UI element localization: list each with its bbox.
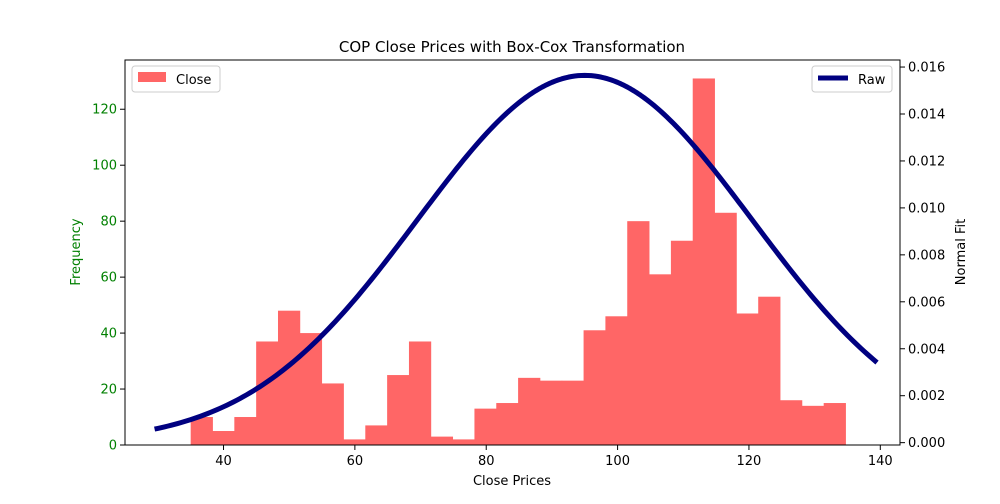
histogram-bar [670,240,694,445]
y2-tick-label: 0.002 [908,389,945,404]
histogram-bar [430,436,454,445]
histogram-bar [692,78,715,445]
histogram-bar [234,417,257,445]
y-tick-label: 20 [100,383,117,398]
histogram-bar [780,400,803,445]
histogram-bar [518,377,541,445]
legend-close: Close [131,65,221,93]
legend-close-label: Close [176,73,211,88]
histogram-bar [736,313,759,445]
y-tick-label: 100 [92,159,117,174]
legend-raw: Raw [811,65,893,93]
y2-tick-label: 0.004 [908,342,945,357]
histogram-bar [256,341,279,445]
x-tick-label: 120 [737,454,762,469]
y-tick-label: 80 [100,215,117,230]
histogram-bar [539,380,563,445]
histogram-bar [365,425,388,445]
x-tick-label: 40 [215,454,232,469]
histogram-bar [212,431,235,445]
y2-tick-label: 0.016 [908,61,945,76]
y2-tick-label: 0.000 [908,436,945,451]
legend-raw-label: Raw [858,73,886,88]
x-tick-label: 140 [868,454,893,469]
y2-tick-label: 0.008 [908,248,945,263]
x-tick-label: 100 [605,454,630,469]
histogram-bar [277,310,301,445]
histogram-bar [474,408,497,445]
legend-close-swatch [138,72,166,82]
histogram-bar [321,383,344,445]
legend-raw-box [811,65,893,93]
histogram-bar [649,274,672,445]
y2-tick-label: 0.006 [908,295,945,310]
histogram-bar [299,333,323,445]
x-axis-label: Close Prices [473,474,551,489]
histogram-bar [190,417,213,445]
histogram-bar [627,221,650,445]
y-axis-label: Frequency [69,218,84,285]
histogram-bar [823,403,846,445]
histogram-bar [605,316,628,445]
histogram-bar [758,296,781,445]
histogram-bar [496,403,519,445]
y2-tick-label: 0.010 [908,201,945,216]
histogram-bar [583,330,606,445]
normal-fit-curve-layer [154,72,879,432]
histogram-bar [714,212,737,445]
x-tick-label: 80 [478,454,495,469]
normal-fit-curve [154,72,879,432]
histogram-bar [801,405,825,445]
histogram-bars [190,78,846,445]
y-tick-label: 60 [100,271,117,286]
plot-frame [124,59,901,446]
x-tick-label: 60 [347,454,364,469]
axes: 40 60 80 100 120 140 0 20 40 60 80 100 120 0.000 0.002… [92,59,945,469]
y2-axis-label: Normal Fit [954,219,969,285]
histogram-bar [452,439,475,445]
histogram-bar [561,380,584,445]
histogram-bar [387,375,410,445]
y-tick-label: 40 [100,327,117,342]
y-tick-label: 0 [109,439,117,454]
y-tick-label: 120 [92,103,117,118]
y2-tick-label: 0.014 [908,107,945,122]
chart-title: COP Close Prices with Box-Cox Transforma… [339,38,685,56]
histogram-bar [408,341,432,445]
y2-tick-label: 0.012 [908,154,945,169]
histogram-bar [343,439,366,445]
